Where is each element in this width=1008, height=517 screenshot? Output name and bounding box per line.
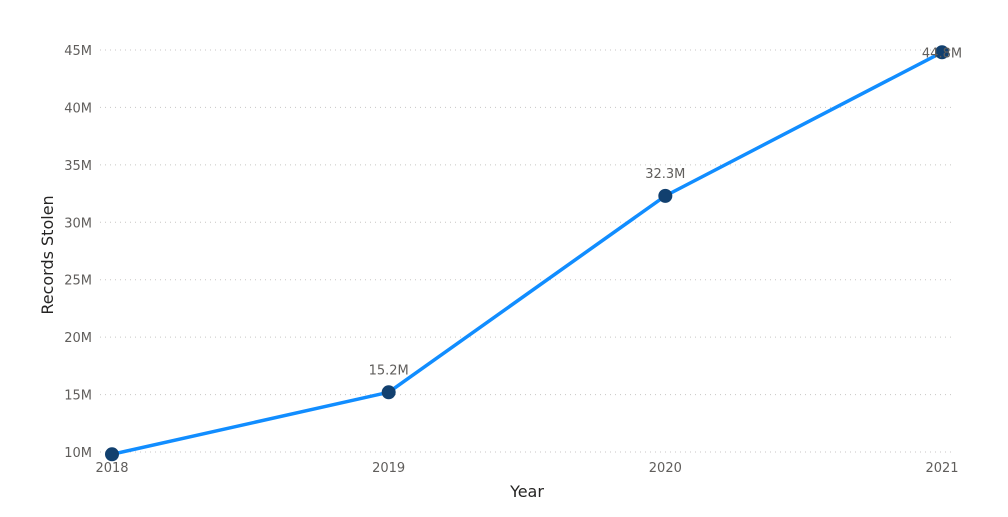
x-tick-label: 2020 xyxy=(649,461,682,476)
x-tick-label: 2018 xyxy=(95,461,128,476)
data-label: 32.3M xyxy=(645,167,685,182)
y-tick-label: 15M xyxy=(64,389,92,404)
x-tick-label: 2019 xyxy=(372,461,405,476)
x-tick-label: 2021 xyxy=(925,461,958,476)
y-tick-label: 40M xyxy=(64,101,92,116)
y-axis-title: Records Stolen xyxy=(38,195,57,314)
y-tick-label: 10M xyxy=(64,446,92,461)
y-tick-label: 45M xyxy=(64,44,92,59)
data-label: 44.8M xyxy=(922,46,962,61)
series-layer xyxy=(105,45,949,462)
data-label: 15.2M xyxy=(369,363,409,378)
y-tick-label: 25M xyxy=(64,274,92,289)
series-line xyxy=(110,50,944,457)
y-tick-label: 35M xyxy=(64,159,92,174)
y-axis-ticks: 10M 15M 20M 25M 30M 35M 40M 45M xyxy=(64,44,92,461)
data-point xyxy=(658,188,673,203)
y-tick-label: 20M xyxy=(64,331,92,346)
y-tick-label: 30M xyxy=(64,216,92,231)
x-axis-title: Year xyxy=(509,482,544,501)
data-point xyxy=(105,447,119,462)
gridlines xyxy=(100,49,952,453)
data-point xyxy=(381,385,396,400)
data-point xyxy=(935,45,949,60)
x-axis-ticks: 2018 2019 2020 2021 xyxy=(95,461,958,476)
data-labels: 15.2M 32.3M 44.8M xyxy=(369,46,963,378)
